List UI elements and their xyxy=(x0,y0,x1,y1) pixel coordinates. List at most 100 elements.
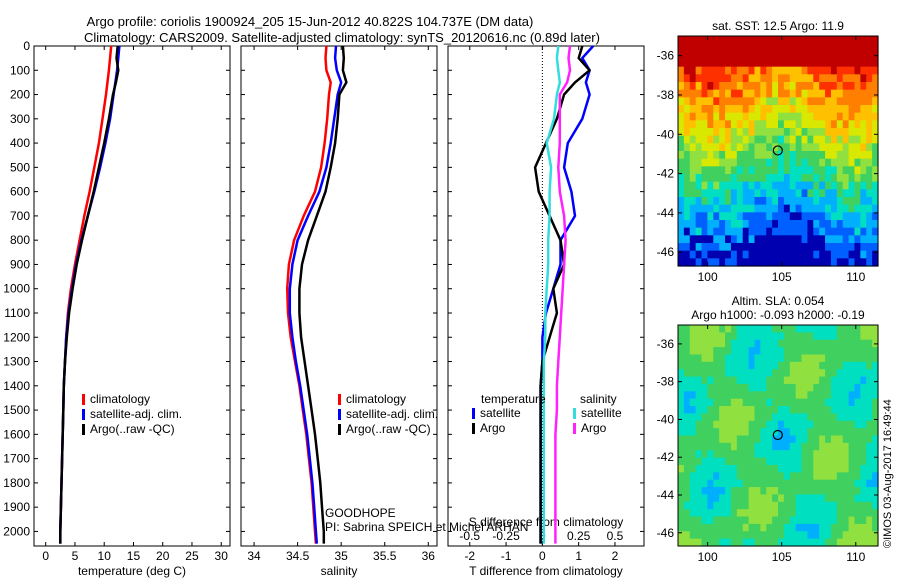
sst_map-cell xyxy=(748,158,756,167)
sst_map-cell xyxy=(848,135,856,144)
sst_map-cell xyxy=(707,258,714,267)
sla_map-cell xyxy=(772,361,779,370)
sst_map-cell xyxy=(807,43,814,52)
sst_map-cell xyxy=(789,59,797,68)
sst_map-cell xyxy=(836,243,844,252)
sla_map-cell xyxy=(854,398,861,407)
sla_map-cell xyxy=(713,383,720,392)
sla_map-cell xyxy=(854,369,861,378)
sst_map-cell xyxy=(830,36,838,45)
sst_map-cell xyxy=(695,51,703,60)
sla_map-cell xyxy=(801,479,809,488)
sla_map-cell xyxy=(754,376,761,385)
sst_map-cell xyxy=(783,227,791,236)
sla_map-cell xyxy=(872,369,879,378)
sst_map-cell xyxy=(795,135,803,144)
sla_map-cell xyxy=(783,406,791,414)
sla_map-cell xyxy=(842,406,850,414)
sst_map-cell xyxy=(813,74,820,83)
difference-xtick-label: 2 xyxy=(612,549,619,563)
series-line-temperature-argo xyxy=(533,45,591,544)
sst_map-cell xyxy=(825,227,832,236)
series-line-argo-raw-qc- xyxy=(298,45,348,544)
sla_map-cell xyxy=(713,325,720,333)
sst_map-cell xyxy=(795,74,803,83)
sst_map-cell xyxy=(836,128,844,137)
sla_map-cell xyxy=(760,538,767,547)
sst_map-cell xyxy=(872,143,879,152)
sla_map-cell xyxy=(713,457,720,466)
sla_map-cell xyxy=(866,457,873,466)
sst_map-cell xyxy=(842,158,850,167)
sla_map-cell xyxy=(842,435,850,444)
sla_map-cell xyxy=(848,383,856,392)
sla_map-cell xyxy=(707,369,714,378)
sst_map-cell xyxy=(754,97,761,106)
sla_map-cell xyxy=(736,413,744,422)
sst_map-cell xyxy=(789,166,797,175)
sst_map-cell xyxy=(725,74,732,83)
sla_map-cell xyxy=(830,494,838,503)
sst_map-cell xyxy=(754,143,761,152)
sla_map-cell xyxy=(854,361,861,370)
sla_map-cell xyxy=(695,472,703,481)
sst_map-cell xyxy=(854,189,861,198)
sst_map-cell xyxy=(860,181,867,190)
sst_map-cell xyxy=(860,66,867,75)
sla_map-cell xyxy=(713,509,720,518)
sla_map-cell xyxy=(719,369,726,378)
sst_map-cell xyxy=(825,204,832,213)
sla_map-cell xyxy=(701,450,709,459)
sst_map-cell xyxy=(689,97,697,106)
sst_map-cell xyxy=(866,197,873,206)
sst_map-cell xyxy=(872,197,879,206)
sst_map-cell xyxy=(860,112,867,121)
sla_map-cell xyxy=(819,435,826,444)
sla_map-cell xyxy=(742,435,750,444)
sla_map-cell xyxy=(766,376,773,385)
sla_map-cell xyxy=(683,479,691,488)
sla_map-cell xyxy=(866,494,873,503)
sst_map-cell xyxy=(795,59,803,68)
sst_map-cell xyxy=(766,82,773,91)
sla_map-cell xyxy=(725,450,732,459)
sla_map-cell xyxy=(772,494,779,503)
sst_map-cell xyxy=(713,204,720,213)
sla_map-cell xyxy=(754,361,761,370)
sst_map-cell xyxy=(754,227,761,236)
sst_map-cell xyxy=(866,43,873,52)
sst_map-cell xyxy=(689,74,697,83)
sla_map-cell xyxy=(725,391,732,400)
sla_map-cell xyxy=(736,369,744,378)
sla_map-cell xyxy=(807,464,814,473)
sst_map-cell xyxy=(807,120,814,129)
sst_map-cell xyxy=(730,82,738,91)
sla_map-cell xyxy=(795,435,803,444)
sla_map-cell xyxy=(695,413,703,422)
sla_map-cell xyxy=(683,501,691,510)
sst_map-cell xyxy=(748,174,756,183)
sla_map-cell xyxy=(754,516,761,525)
sst_map-cell xyxy=(713,243,720,252)
sst_map-cell xyxy=(719,105,726,114)
sla_map-cell xyxy=(860,354,867,363)
sla_map-cell xyxy=(789,383,797,392)
sla_map-cell xyxy=(678,450,685,459)
sst_map-cell xyxy=(742,166,750,175)
sst_map-cell xyxy=(860,105,867,114)
sla_map-cell xyxy=(866,347,873,356)
sst_map-ytick-label: -44 xyxy=(657,206,675,220)
sla_map-cell xyxy=(778,332,785,341)
sst_map-ytick-label: -46 xyxy=(657,245,675,259)
sla_map-cell xyxy=(795,354,803,363)
sla_map-cell xyxy=(683,487,691,496)
sst_map-cell xyxy=(689,120,697,129)
sst_map-cell xyxy=(866,243,873,252)
sla_map-cell xyxy=(854,391,861,400)
sst_map-cell xyxy=(795,36,803,45)
sst_map-cell xyxy=(795,166,803,175)
sla_map-cell xyxy=(766,420,773,429)
sst_map-cell xyxy=(836,181,844,190)
sst_map-cell xyxy=(707,82,714,91)
sla_map-cell xyxy=(789,369,797,378)
